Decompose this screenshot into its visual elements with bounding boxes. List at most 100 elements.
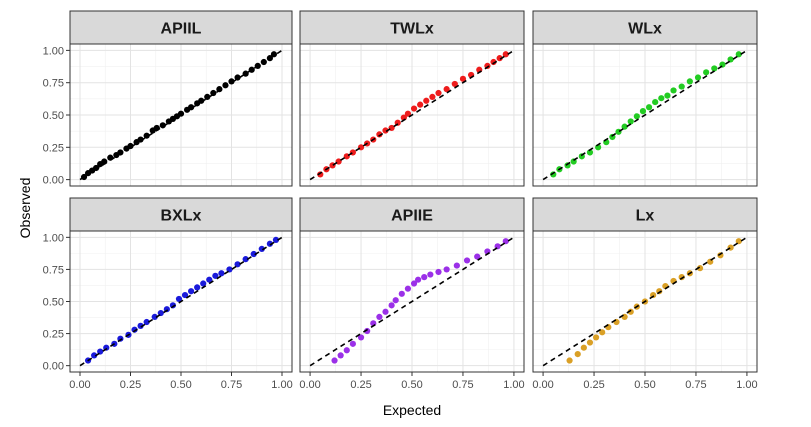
data-point <box>349 340 356 347</box>
panel-lx: Lx <box>532 197 758 373</box>
panel-bxlx: BXLx <box>69 197 293 373</box>
panel-title: APIIL <box>161 21 202 38</box>
x-tick-label: 0.50 <box>401 379 422 391</box>
data-point <box>633 113 640 120</box>
x-tick-label: 0.75 <box>452 379 473 391</box>
data-point <box>398 290 405 297</box>
data-point <box>188 288 195 295</box>
data-point <box>652 98 659 106</box>
data-point <box>574 351 581 358</box>
data-point <box>453 262 460 269</box>
panel-wlx: WLx <box>532 10 758 187</box>
reference-line <box>542 236 748 367</box>
data-point <box>272 236 280 244</box>
data-point <box>621 123 628 130</box>
data-point <box>234 74 241 81</box>
data-point <box>694 74 702 81</box>
data-point <box>250 250 257 258</box>
data-point <box>143 318 150 326</box>
data-point <box>218 270 225 277</box>
data-point <box>181 291 189 299</box>
data-point <box>212 272 219 279</box>
data-point <box>404 285 412 292</box>
data-point <box>376 313 383 320</box>
x-tick-label: 0.50 <box>170 379 191 391</box>
data-point <box>266 240 273 247</box>
reference-line <box>79 236 283 367</box>
data-point <box>423 97 430 104</box>
data-point <box>463 257 471 264</box>
data-point <box>658 95 665 102</box>
data-point <box>410 280 418 287</box>
y-tick-label: 1.00 <box>43 232 64 244</box>
panel-strip <box>532 197 758 232</box>
axes-layer: 0.00 0.25 0.50 0.75 1.00 0.00 0.25 0.50 0.75 1.00… <box>43 45 758 391</box>
data-point <box>382 127 389 134</box>
y-axis-title: Observed <box>17 178 33 239</box>
panel-strip <box>299 10 525 45</box>
data-point <box>586 149 594 156</box>
data-point <box>599 329 606 336</box>
data-point <box>417 101 424 108</box>
data-point <box>421 274 428 281</box>
y-tick-label: 0.25 <box>43 142 64 154</box>
data-point <box>228 78 235 85</box>
data-point <box>427 271 434 278</box>
data-point <box>443 86 450 93</box>
data-point <box>206 276 213 283</box>
panel-title: TWLx <box>390 21 434 38</box>
panel-strip <box>69 10 293 45</box>
reference-line <box>542 49 748 181</box>
data-point <box>392 297 399 304</box>
x-tick-label: 1.00 <box>271 379 292 391</box>
data-point <box>258 245 265 252</box>
y-tick-label: 0.25 <box>43 329 64 341</box>
data-point <box>566 357 573 364</box>
data-point <box>331 357 338 364</box>
x-tick-label: 0.25 <box>583 379 604 391</box>
data-point <box>490 58 497 66</box>
panel-twlx: TWLx <box>299 10 525 187</box>
panel-grid <box>533 44 757 186</box>
data-point <box>137 322 144 329</box>
data-point <box>474 253 481 260</box>
data-point <box>194 284 201 291</box>
data-point <box>678 83 685 90</box>
data-point <box>151 313 158 320</box>
data-point <box>234 261 241 268</box>
panel-title: APIIE <box>391 208 433 225</box>
data-point <box>429 93 436 101</box>
x-axis-title: Expected <box>383 402 441 418</box>
y-tick-label: 0.50 <box>43 297 64 309</box>
x-tick-label: 0.00 <box>69 379 90 391</box>
data-point <box>200 280 207 287</box>
data-point <box>613 318 620 326</box>
reference-line <box>79 49 283 181</box>
reference-line <box>309 236 515 367</box>
data-point <box>388 302 395 309</box>
data-point <box>502 51 509 58</box>
data-point <box>627 118 634 125</box>
y-tick-label: 0.75 <box>43 264 64 276</box>
panel-strip <box>69 197 293 232</box>
x-tick-label: 0.00 <box>532 379 553 391</box>
panels-layer: APIIL TWLx WLx BXLx APIIE Lx <box>69 10 758 373</box>
y-tick-label: 0.75 <box>43 78 64 90</box>
data-point <box>435 268 442 276</box>
data-point <box>711 65 718 72</box>
data-point <box>735 51 742 58</box>
data-point <box>175 295 183 303</box>
data-point <box>343 347 350 354</box>
data-point <box>639 108 647 115</box>
panel-title: WLx <box>628 21 662 38</box>
x-tick-label: 0.25 <box>120 379 141 391</box>
y-tick-label: 0.50 <box>43 110 64 122</box>
panel-apiil: APIIL <box>69 10 293 187</box>
x-tick-label: 1.00 <box>736 379 757 391</box>
x-tick-label: 0.75 <box>685 379 706 391</box>
data-point <box>410 105 418 112</box>
panel-title: Lx <box>636 208 655 225</box>
data-point <box>592 334 600 341</box>
reference-line <box>309 49 515 181</box>
